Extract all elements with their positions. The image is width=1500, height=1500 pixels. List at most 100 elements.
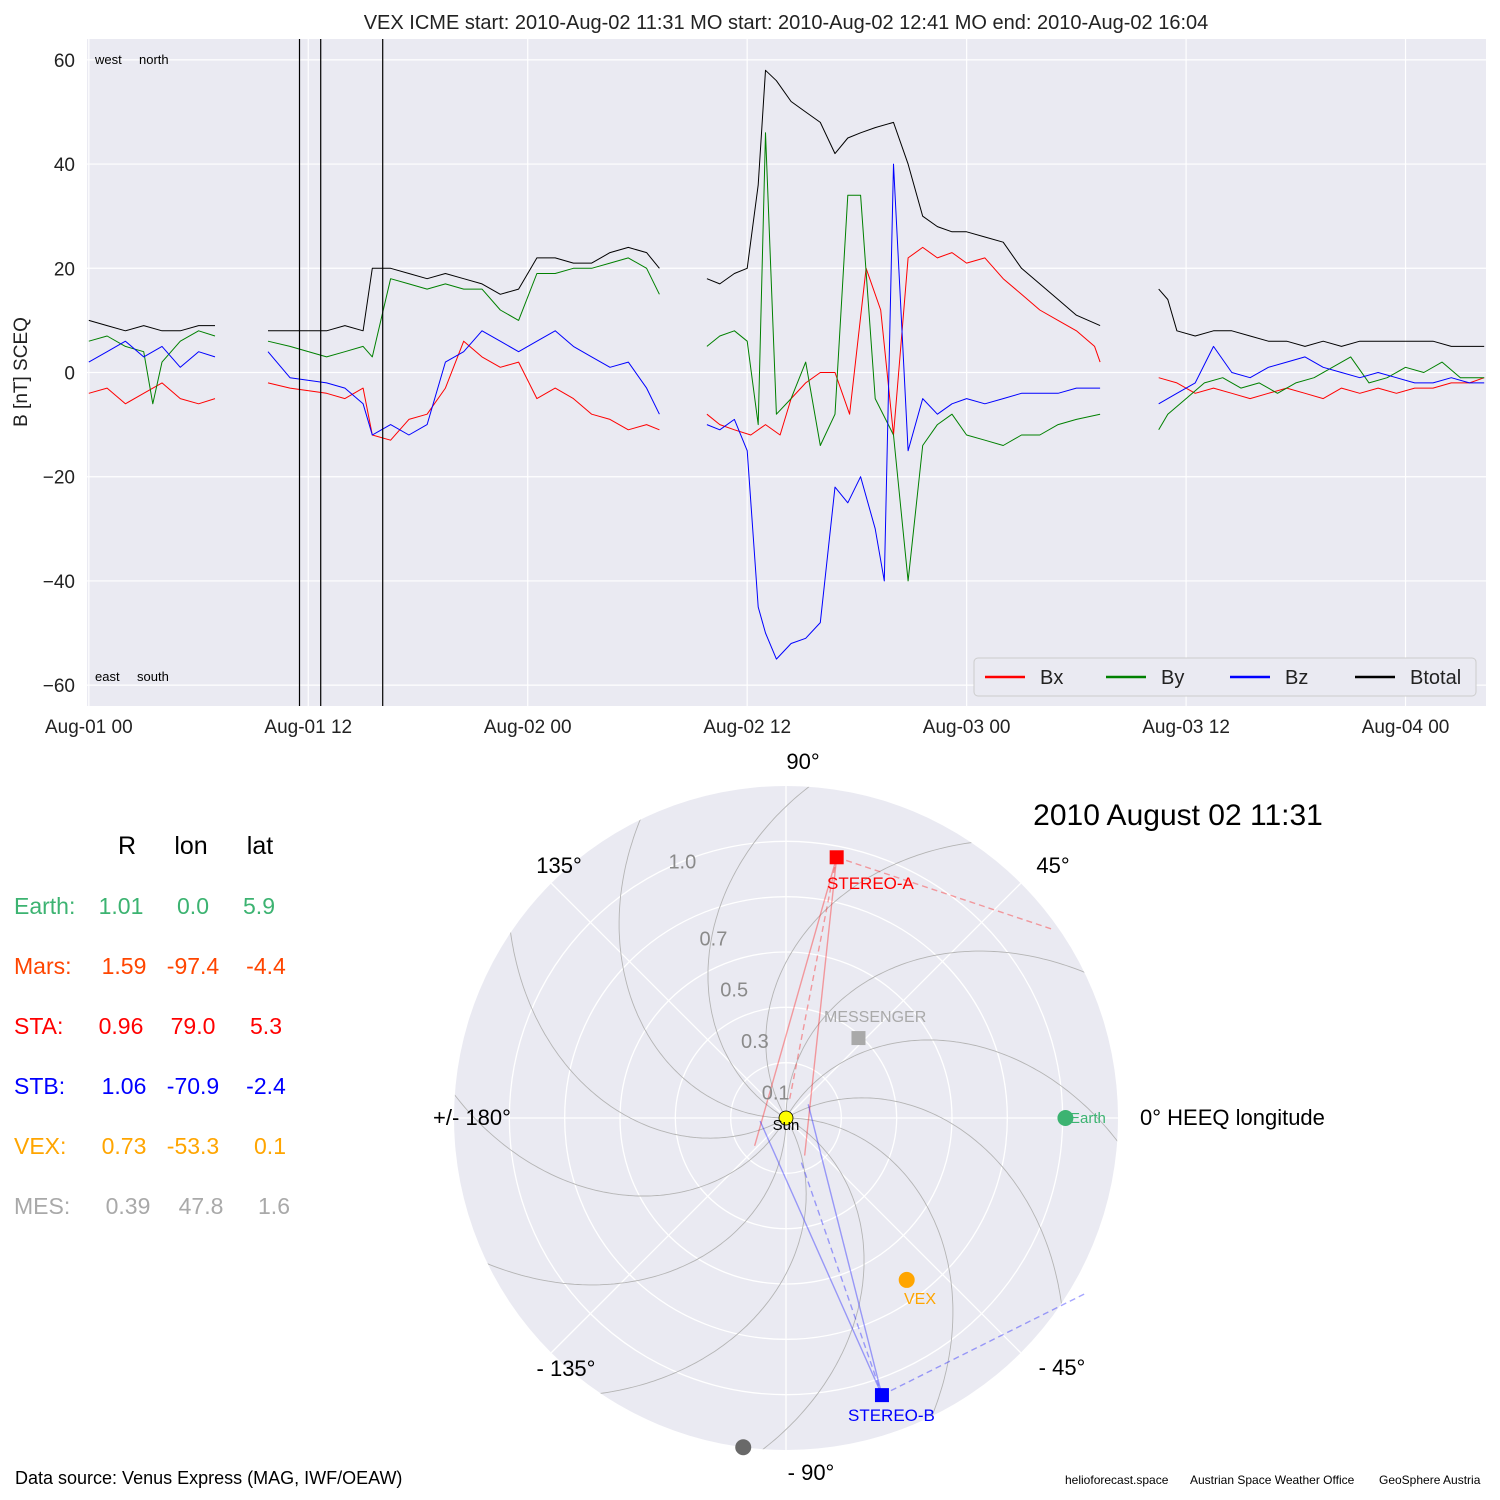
parker-spiral-line xyxy=(669,1118,865,1450)
marker-vex xyxy=(898,1271,915,1288)
series-line-by xyxy=(1158,356,1485,431)
timeseries-x-tick-label: Aug-02 00 xyxy=(484,717,572,738)
timeseries-x-tick-label: Aug-04 00 xyxy=(1362,717,1450,738)
table-header-lat: lat xyxy=(246,832,274,860)
polar-angular-gridline xyxy=(785,882,1022,1119)
parker-spiral-line xyxy=(454,1001,786,1197)
timeseries-y-tick-label: −20 xyxy=(43,468,75,489)
marker-stereo-a xyxy=(829,850,844,865)
timeseries-ylabel: B [nT] SCEQ xyxy=(11,317,32,427)
corner-label-east: east xyxy=(95,669,120,684)
table-row-name: VEX: xyxy=(14,1133,67,1159)
credit-geosphere: GeoSphere Austria xyxy=(1379,1473,1481,1487)
legend-label-btotal: Btotal xyxy=(1410,667,1461,689)
fov-side-dashed-line xyxy=(836,856,1056,931)
table-cell: 0.73 xyxy=(101,1133,147,1159)
sun-label: Sun xyxy=(773,1117,800,1134)
angle-label-0: 0° HEEQ longitude xyxy=(1140,1105,1325,1130)
field-of-view-lines xyxy=(753,856,1089,1396)
fov-line xyxy=(753,857,838,1147)
series-line-btotal xyxy=(706,69,1101,327)
timeseries-y-tick-label: 0 xyxy=(64,364,75,385)
radial-tick-labels: 0.1 0.3 0.5 0.7 1.0 xyxy=(668,851,789,1104)
radial-tick-label: 0.1 xyxy=(762,1082,790,1104)
stereo-a-label: STEREO-A xyxy=(827,874,915,893)
fov-center-dashed-line xyxy=(788,857,838,1103)
magnetic-field-timeseries-chart: Aug-01 00 Aug-01 12 Aug-02 00 Aug-02 12 Aug-… xyxy=(11,12,1486,738)
table-cell: -53.3 xyxy=(166,1133,220,1159)
series-line-by xyxy=(706,132,1101,582)
timeseries-y-tick-label: 60 xyxy=(54,51,75,72)
timeseries-series xyxy=(88,69,1485,660)
table-header-lon: lon xyxy=(174,832,208,860)
table-cell: 0.1 xyxy=(254,1133,286,1159)
legend-box xyxy=(973,657,1477,697)
marker-earth xyxy=(1057,1110,1074,1126)
angle-label-minus-135: - 135° xyxy=(537,1356,596,1381)
stereo-b-label: STEREO-B xyxy=(848,1406,935,1425)
radial-tick-label: 1.0 xyxy=(668,851,696,873)
timeseries-y-tick-label: −60 xyxy=(43,676,75,697)
series-line-by xyxy=(88,330,216,405)
parker-spiral-line xyxy=(707,786,903,1118)
table-cell: 79.0 xyxy=(170,1013,216,1039)
table-cell: 1.06 xyxy=(101,1073,147,1099)
table-cell: -2.4 xyxy=(246,1073,286,1099)
timeseries-x-tick-label: Aug-02 12 xyxy=(703,717,791,738)
polar-angular-gridline xyxy=(785,1117,1022,1354)
timeseries-y-tick-label: 40 xyxy=(54,155,75,176)
marker-mars xyxy=(735,1439,752,1456)
angle-label-minus-45: - 45° xyxy=(1039,1355,1086,1380)
legend-label-bx: Bx xyxy=(1040,667,1063,689)
series-line-bx xyxy=(88,382,216,405)
series-line-btotal xyxy=(88,319,215,332)
messenger-label: MESSENGER xyxy=(824,1009,926,1026)
table-cell: -70.9 xyxy=(166,1073,220,1099)
angle-label-45: 45° xyxy=(1036,853,1069,878)
table-row-name: STB: xyxy=(14,1073,66,1099)
marker-sun xyxy=(778,1110,794,1126)
polar-date-title: 2010 August 02 11:31 xyxy=(1033,799,1323,832)
radial-tick-label: 0.7 xyxy=(700,928,728,950)
table-row-name: Earth: xyxy=(14,893,76,919)
credit-helioforecast: helioforecast.space xyxy=(1065,1473,1169,1487)
fov-line xyxy=(759,1120,883,1396)
radial-tick-label: 0.5 xyxy=(720,980,748,1002)
fov-line xyxy=(803,857,838,1156)
fov-line xyxy=(807,1104,883,1396)
spacecraft-markers xyxy=(735,850,1074,1456)
legend-label-bz: Bz xyxy=(1285,667,1308,689)
table-header-r: R xyxy=(117,832,137,860)
legend-label-by: By xyxy=(1161,667,1184,689)
table-row-name: STA: xyxy=(14,1013,64,1039)
timeseries-event-lines xyxy=(298,39,384,706)
series-line-btotal xyxy=(1158,288,1485,347)
polar-angular-gridline xyxy=(550,1117,787,1354)
table-cell: 0.0 xyxy=(177,893,209,919)
series-line-bx xyxy=(267,340,660,441)
table-cell: 1.01 xyxy=(98,893,144,919)
timeseries-y-tick-label: 20 xyxy=(54,259,75,280)
fov-center-dashed-line xyxy=(799,1158,883,1396)
series-line-bz xyxy=(88,340,216,368)
table-cell: -97.4 xyxy=(166,953,220,979)
series-line-bz xyxy=(1158,345,1485,405)
table-row-name: Mars: xyxy=(14,953,72,979)
timeseries-legend: Bx By Bz Btotal xyxy=(973,657,1477,697)
table-cell: 1.6 xyxy=(258,1193,290,1219)
table-row-name: MES: xyxy=(14,1193,71,1219)
table-cell: 1.59 xyxy=(101,953,147,979)
table-cell: 5.3 xyxy=(250,1013,282,1039)
timeseries-x-tick-label: Aug-03 00 xyxy=(923,717,1011,738)
angle-labels: 90° 45° 0° HEEQ longitude - 45° - 90° - … xyxy=(433,749,1325,1485)
table-cell: 0.96 xyxy=(98,1013,144,1039)
table-cell: -4.4 xyxy=(246,953,286,979)
angle-label-minus-90: - 90° xyxy=(788,1460,835,1485)
series-line-bz xyxy=(267,330,660,436)
spacecraft-labels: Sun Earth STEREO-A STEREO-B VEX MESSENGE… xyxy=(773,874,1106,1425)
radial-tick-label: 0.3 xyxy=(741,1031,769,1053)
timeseries-title: VEX ICME start: 2010-Aug-02 11:31 MO sta… xyxy=(364,12,1209,34)
timeseries-x-tick-label: Aug-01 00 xyxy=(45,717,133,738)
